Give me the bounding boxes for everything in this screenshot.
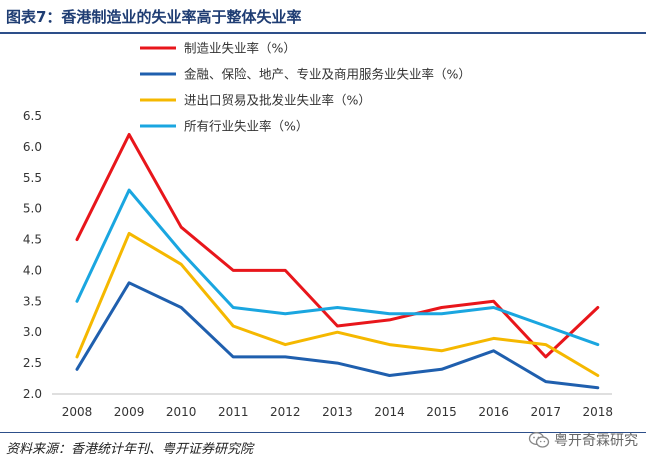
line-chart: 2.0 2.5 3.0 3.5 4.0 4.5 5.0 5.5 6.0 6.5 2008 2009 20…: [23, 41, 613, 420]
y-tick-label: 5.5: [23, 171, 42, 185]
legend: 制造业失业率（%） 金融、保险、地产、专业及商用服务业失业率（%） 进出口贸易及批发…: [140, 41, 471, 134]
title-bar: 图表7：香港制造业的失业率高于整体失业率: [0, 0, 646, 34]
legend-label-1: 金融、保险、地产、专业及商用服务业失业率（%）: [184, 67, 471, 82]
legend-label-3: 所有行业失业率（%）: [184, 119, 308, 134]
y-tick-label: 2.0: [23, 387, 42, 401]
y-tick-label: 2.5: [23, 356, 42, 370]
x-tick-label: 2014: [374, 405, 405, 419]
y-tick-label: 3.0: [23, 325, 42, 339]
x-tick-label: 2011: [218, 405, 249, 419]
x-tick-label: 2012: [270, 405, 301, 419]
x-tick-label: 2008: [62, 405, 93, 419]
series-line-1: [75, 281, 600, 390]
x-tick-label: 2017: [530, 405, 561, 419]
x-tick-label: 2015: [426, 405, 457, 419]
source-note: 资料来源：香港统计年刊、粤开证券研究院: [6, 442, 254, 457]
series-line-3: [75, 188, 600, 347]
legend-label-2: 进出口贸易及批发业失业率（%）: [184, 93, 371, 108]
footer-divider: [0, 432, 646, 433]
watermark: 粤开奇霖研究: [528, 430, 638, 450]
wechat-icon: [528, 432, 550, 448]
x-tick-label: 2016: [478, 405, 509, 419]
y-tick-label: 4.5: [23, 233, 42, 247]
x-tick-label: 2013: [322, 405, 353, 419]
y-tick-label: 3.5: [23, 294, 42, 308]
x-tick-label: 2009: [114, 405, 145, 419]
legend-label-0: 制造业失业率（%）: [184, 41, 296, 56]
axis-layer: 2.0 2.5 3.0 3.5 4.0 4.5 5.0 5.5 6.0 6.5 2008 2009 20…: [23, 109, 613, 419]
series-line-2: [75, 231, 600, 377]
x-tick-label: 2018: [583, 405, 614, 419]
figure-title: 图表7：香港制造业的失业率高于整体失业率: [6, 8, 302, 26]
y-tick-label: 6.5: [23, 109, 42, 123]
watermark-text: 粤开奇霖研究: [554, 433, 638, 449]
y-tick-label: 6.0: [23, 140, 42, 154]
y-tick-label: 4.0: [23, 263, 42, 277]
y-tick-label: 5.0: [23, 202, 42, 216]
x-tick-label: 2010: [166, 405, 197, 419]
series-layer: [75, 133, 600, 390]
series-line-0: [75, 133, 600, 359]
